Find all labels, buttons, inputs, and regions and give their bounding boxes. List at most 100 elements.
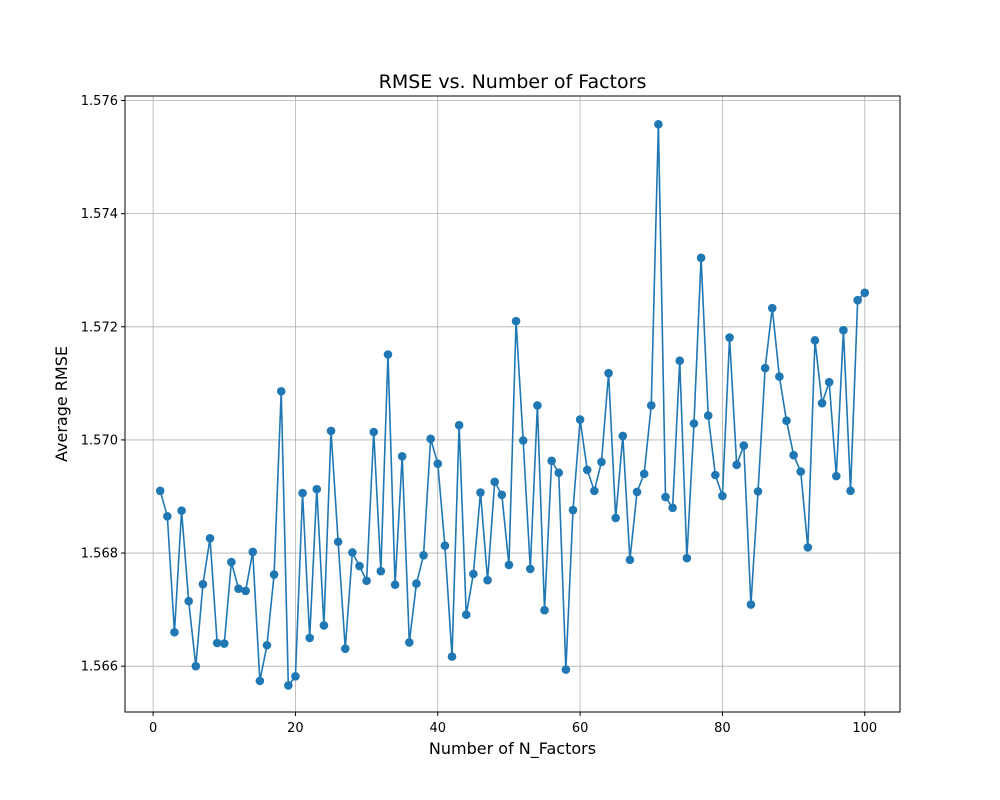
data-point (433, 459, 443, 468)
data-point (775, 372, 784, 381)
data-point (590, 486, 599, 496)
data-point (824, 377, 834, 387)
data-point (554, 468, 564, 478)
data-point (639, 469, 649, 479)
data-point (696, 253, 706, 263)
data-point (525, 564, 535, 574)
data-point (255, 676, 265, 686)
data-point (753, 487, 763, 496)
data-point (561, 665, 571, 674)
data-point (860, 288, 870, 298)
data-point (355, 561, 364, 571)
data-point (405, 638, 414, 647)
data-point (582, 465, 592, 475)
data-point (369, 427, 379, 437)
data-point (262, 640, 272, 650)
data-point (362, 576, 371, 586)
data-point (646, 401, 656, 410)
data-point (739, 441, 749, 450)
data-point (284, 681, 293, 690)
data-point (718, 491, 727, 501)
y-axis-label: Average RMSE (52, 346, 71, 462)
data-point (333, 537, 343, 547)
data-point (661, 492, 670, 502)
data-point (703, 411, 713, 420)
data-point (191, 661, 201, 671)
data-point (490, 477, 500, 487)
data-point (853, 295, 862, 305)
series-layer (155, 119, 870, 690)
y-tick-label: 1.576 (81, 94, 118, 109)
data-point (604, 368, 613, 378)
data-point (568, 505, 578, 515)
data-point (376, 566, 386, 576)
data-point (340, 644, 350, 653)
data-point (163, 511, 172, 521)
x-tick-label: 20 (287, 721, 304, 736)
data-point (725, 333, 734, 342)
data-point (760, 363, 770, 373)
y-tick-label: 1.574 (81, 207, 118, 222)
data-point (305, 633, 314, 643)
x-tick-label: 40 (430, 721, 447, 736)
data-point (326, 426, 336, 436)
data-point (789, 450, 798, 460)
data-point (198, 579, 208, 589)
data-point (497, 490, 507, 500)
data-point (269, 570, 279, 579)
data-point (540, 605, 549, 615)
y-tick-label: 1.566 (81, 660, 118, 675)
data-point (668, 503, 677, 513)
data-point (177, 506, 186, 515)
data-point (454, 420, 464, 430)
data-point (412, 579, 421, 588)
data-point (832, 471, 841, 481)
data-point (810, 336, 820, 345)
data-point (348, 548, 357, 557)
x-tick-label: 80 (714, 721, 731, 736)
data-point (469, 569, 478, 579)
data-point (234, 584, 243, 593)
data-point (782, 416, 791, 425)
data-point (219, 639, 229, 648)
data-point (461, 610, 471, 620)
data-point (205, 534, 215, 543)
data-point (426, 434, 435, 444)
y-tick-label: 1.570 (81, 433, 118, 448)
data-point (518, 436, 528, 445)
data-point (632, 487, 642, 497)
data-point (483, 575, 492, 585)
data-point (817, 398, 827, 408)
plot-frame (124, 95, 901, 713)
data-point (547, 456, 556, 466)
data-point (447, 652, 457, 661)
data-point (625, 555, 635, 565)
data-point (618, 431, 628, 441)
x-tick-label: 100 (852, 721, 877, 736)
data-point (440, 541, 450, 550)
chart-title: RMSE vs. Number of Factors (379, 71, 647, 93)
data-point (319, 621, 329, 630)
data-point (575, 415, 585, 424)
x-axis-label: Number of N_Factors (429, 739, 596, 759)
axis-ticks: 0 20 40 60 80 100 1.566 1.568 1.570 1.572 1.574 1.5… (81, 94, 877, 736)
data-point (846, 486, 855, 496)
data-point (390, 580, 400, 590)
data-point (312, 484, 322, 494)
data-point (796, 467, 806, 476)
data-point (419, 551, 428, 560)
y-tick-label: 1.572 (81, 320, 118, 335)
data-point (383, 350, 393, 359)
data-point (839, 325, 848, 335)
data-point (184, 596, 193, 606)
data-point (654, 119, 663, 129)
data-point (291, 672, 300, 681)
data-point (298, 488, 307, 498)
data-point (241, 586, 250, 596)
y-tick-label: 1.568 (81, 547, 118, 562)
data-point (611, 513, 620, 523)
data-point (170, 627, 179, 637)
data-point (732, 460, 741, 470)
